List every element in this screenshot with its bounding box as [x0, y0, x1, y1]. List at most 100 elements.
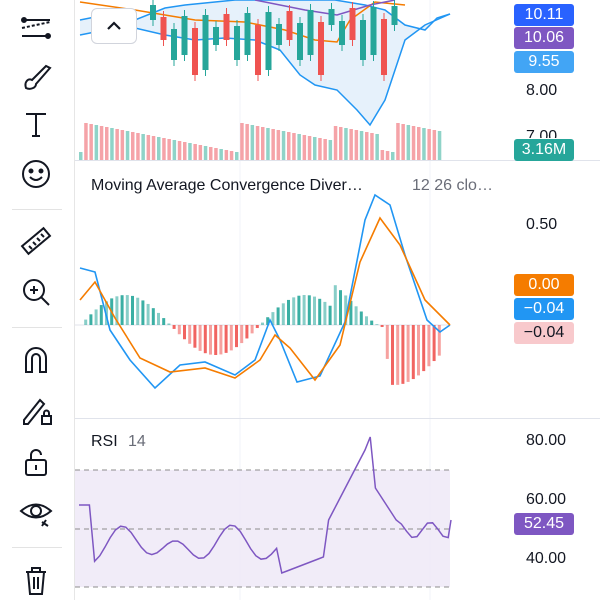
rsi-axis-label: 40.00 [526, 550, 567, 567]
macd-histogram-bar [162, 318, 166, 325]
brush-tool[interactable] [12, 52, 60, 100]
candle-body [234, 26, 240, 60]
magnet-tool[interactable] [12, 336, 60, 384]
drawing-toolbar [0, 0, 75, 600]
volume-bar [385, 151, 390, 160]
lock-drawing-tool-icon [23, 398, 52, 425]
macd-histogram-bar [250, 325, 254, 334]
macd-badge-histogram: −0.04 [514, 322, 574, 344]
volume-bar [94, 125, 99, 160]
pane-divider[interactable] [75, 418, 600, 419]
volume-bar [105, 127, 109, 160]
candle-body [276, 24, 282, 45]
macd-histogram-bar [141, 300, 145, 325]
ruler-tool-icon [20, 226, 52, 256]
macd-histogram-bar [105, 301, 108, 325]
emoji-tool[interactable] [12, 150, 60, 198]
volume-bar [115, 129, 119, 160]
macd-histogram-bar [287, 299, 290, 325]
candle-body [244, 13, 251, 55]
macd-histogram-bar [198, 325, 202, 351]
volume-bar [183, 142, 187, 160]
macd-title[interactable]: Moving Average Convergence Diver… [91, 177, 363, 194]
macd-histogram-bar [328, 305, 332, 325]
macd-histogram-bar [411, 325, 415, 380]
toolbar-separator [12, 327, 62, 328]
collapse-pane-button[interactable] [91, 8, 137, 44]
chart-area[interactable]: 10.11 10.06 9.55 8.00 7.00 3.16M Moving … [75, 0, 600, 600]
rsi-line [79, 436, 452, 575]
macd-pane[interactable] [75, 193, 451, 390]
ruler-tool[interactable] [12, 218, 60, 266]
candle-body [181, 16, 188, 55]
unlock-tool-icon [25, 449, 47, 476]
zoom-in-tool[interactable] [12, 268, 60, 316]
brush-tool-icon [24, 64, 52, 90]
volume-bar [84, 123, 88, 160]
macd-histogram-bar [151, 308, 155, 325]
volume-bar [437, 131, 442, 160]
magnet-tool-icon [25, 347, 47, 373]
volume-bar [292, 133, 296, 160]
signal-line [79, 216, 451, 382]
volume-bar [125, 131, 130, 160]
macd-histogram-bar [318, 298, 322, 325]
rsi-title[interactable]: RSI [91, 433, 118, 450]
candle-body [370, 7, 377, 55]
candle-body [381, 19, 387, 75]
text-tool[interactable] [12, 100, 60, 148]
price-axis-label: 8.00 [526, 82, 558, 99]
trash-tool[interactable] [12, 556, 60, 604]
trend-line-tool[interactable] [12, 4, 60, 52]
candle-body [160, 17, 167, 40]
volume-bar [136, 133, 140, 160]
volume-bar [302, 135, 307, 160]
volume-bar [375, 134, 379, 160]
macd-histogram-bar [183, 325, 186, 340]
price-badge-ma1: 10.11 [514, 4, 574, 26]
candle-body [328, 9, 335, 25]
volume-bar [432, 130, 437, 160]
volume-bar [344, 128, 348, 160]
lock-drawing-tool[interactable] [12, 386, 60, 434]
macd-histogram-bar [359, 311, 363, 325]
macd-histogram-bar [339, 290, 342, 325]
candle-body [255, 25, 261, 75]
zoom-in-tool-icon [23, 279, 50, 306]
volume-bar [120, 130, 125, 160]
macd-histogram-bar [365, 316, 368, 325]
macd-histogram-bar [89, 314, 93, 325]
rsi-params[interactable]: 14 [128, 433, 146, 450]
volume-bar [380, 150, 385, 160]
volume-bar [219, 149, 223, 160]
macd-histogram-bar [235, 325, 238, 348]
macd-histogram-bar [94, 309, 98, 325]
macd-histogram-bar [229, 325, 233, 351]
macd-histogram-bar [323, 301, 327, 325]
volume-bar [146, 135, 151, 160]
macd-histogram-bar [271, 312, 275, 325]
macd-histogram-bar [240, 325, 244, 344]
macd-histogram-bar [292, 297, 296, 325]
macd-histogram-bar [203, 325, 207, 354]
volume-bar [365, 132, 369, 160]
candle-body [213, 27, 219, 45]
volume-bar [287, 132, 291, 160]
unlock-tool[interactable] [12, 438, 60, 486]
macd-histogram-bar [370, 320, 374, 325]
chart-canvas[interactable] [75, 0, 600, 600]
pane-divider[interactable] [75, 160, 600, 161]
volume-bar [209, 147, 213, 160]
price-pane[interactable] [79, 0, 451, 127]
volume-badge: 3.16M [514, 139, 574, 161]
candle-body [192, 28, 198, 75]
price-badge-bb: 9.55 [514, 51, 574, 73]
rsi-pane[interactable] [75, 436, 452, 588]
eye-tool[interactable] [12, 488, 60, 536]
volume-bar [214, 148, 218, 160]
volume-bar [157, 137, 161, 160]
chevron-up-icon [107, 21, 121, 30]
macd-params[interactable]: 12 26 clo… [412, 177, 493, 194]
macd-badge-macd: −0.04 [514, 298, 574, 320]
macd-histogram-bar [157, 312, 160, 325]
